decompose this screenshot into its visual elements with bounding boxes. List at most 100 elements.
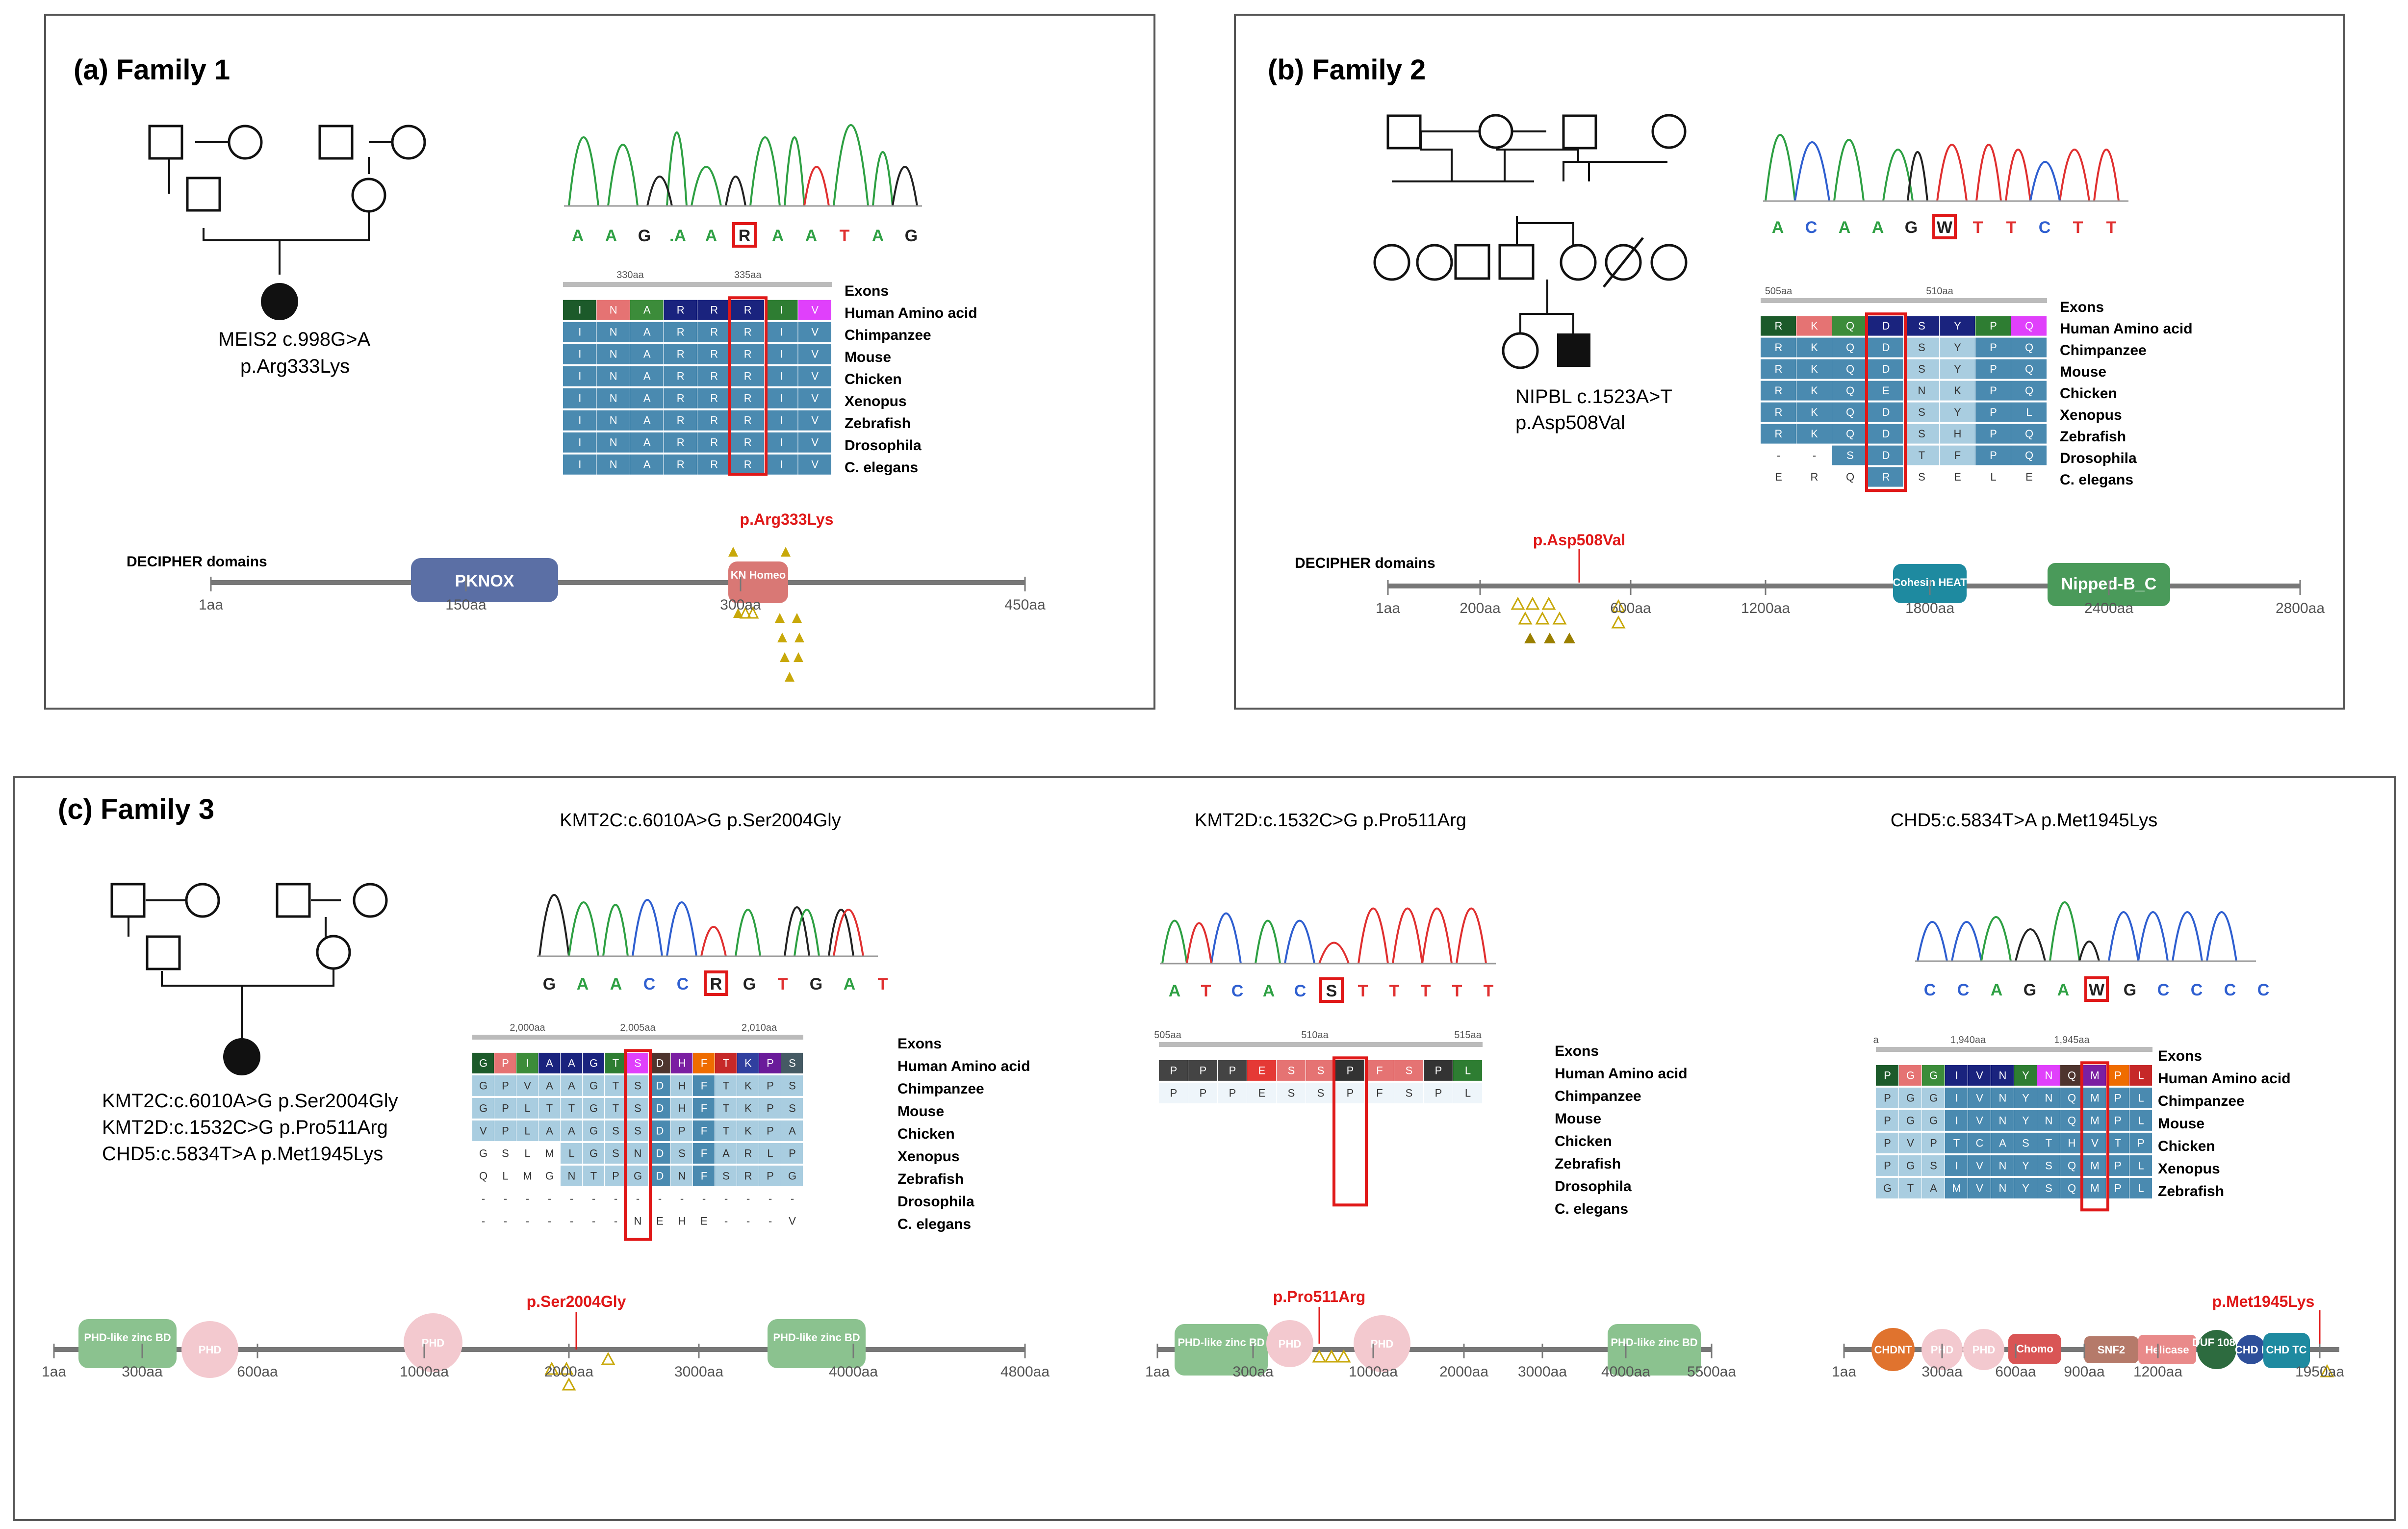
- base-call: T: [2006, 218, 2017, 237]
- aa-letter: S: [2022, 1137, 2029, 1149]
- aa-cell: [2129, 1132, 2152, 1153]
- aa-cell: [1940, 445, 1975, 465]
- alignment-chd5: a 1,940aa 1,945aa Exons Human Amino acid Chim…: [1873, 1035, 2291, 1212]
- aa-cell: [1945, 1132, 1968, 1153]
- aa-cell: [1188, 1082, 1217, 1103]
- aa-cell: [1940, 467, 1975, 487]
- domain-phd-like-1: [78, 1319, 177, 1368]
- domain-phd-like-2: [1608, 1324, 1701, 1376]
- aa-cell: [1394, 1082, 1423, 1103]
- aa-cell: [715, 1075, 737, 1096]
- aa-letter: G: [479, 1147, 487, 1159]
- aa-cell: [1453, 1082, 1482, 1103]
- aa-letter: N: [568, 1170, 576, 1182]
- aa-letter: R: [744, 459, 752, 471]
- aa-cell: [1832, 424, 1868, 444]
- aa-cell: [715, 1120, 737, 1141]
- mutation-label-kmt2d: p.Pro511Arg: [1273, 1288, 1366, 1305]
- base-call: G: [905, 227, 918, 245]
- aa-cell: [1277, 1060, 1306, 1081]
- aa-cell: [765, 322, 798, 342]
- aa-letter: T: [723, 1079, 729, 1092]
- aa-letter: D: [1882, 428, 1890, 440]
- aa-letter: G: [1906, 1069, 1915, 1081]
- aa-letter: E: [700, 1215, 708, 1227]
- aa-cell: [649, 1120, 670, 1141]
- aa-letter: A: [643, 326, 651, 338]
- aa-letter: Y: [2022, 1092, 2029, 1104]
- aa-letter: R: [710, 326, 718, 338]
- aa-letter: D: [656, 1170, 664, 1182]
- aa-letter: P: [678, 1124, 686, 1137]
- aa-letter: Y: [2022, 1114, 2029, 1126]
- species-label: Human Amino acid: [2158, 1070, 2291, 1087]
- aa-letter: A: [1930, 1182, 1937, 1194]
- aa-cell: [697, 366, 731, 386]
- aa-cell: [1922, 1087, 1945, 1108]
- aa-letter: S: [1918, 341, 1925, 354]
- aa-cell: [1868, 424, 1903, 444]
- aa-letter: G: [589, 1102, 598, 1114]
- alignment-b: 505aa 510aa Exons Human Amino acid Chimpanze…: [1761, 286, 2193, 492]
- aa-letter: L: [568, 1147, 574, 1159]
- aa-letter: G: [788, 1170, 796, 1182]
- aa-letter: H: [678, 1215, 686, 1227]
- aa-cell: [798, 366, 831, 386]
- aa-cell: [2060, 1177, 2083, 1198]
- aa-cell: [2037, 1177, 2060, 1198]
- base-call: C: [2224, 981, 2236, 999]
- domain-kn-homeo-label: KN Homeo: [731, 569, 786, 581]
- aa-letter: L: [2138, 1114, 2144, 1126]
- species-label: Exons: [897, 1036, 942, 1052]
- aa-cell: [765, 366, 798, 386]
- species-label: Zebrafish: [845, 415, 911, 432]
- aa-cell: [781, 1188, 803, 1209]
- species-label: Chicken: [1555, 1133, 1612, 1149]
- aa-letter: N: [610, 414, 617, 427]
- domain-phd: [181, 1321, 238, 1378]
- aa-cell: [1796, 402, 1832, 422]
- aa-letter: S: [634, 1057, 641, 1069]
- aa-cell: [583, 1097, 604, 1119]
- aa-letter: N: [2045, 1092, 2053, 1104]
- species-label: Chimpanzee: [1555, 1088, 1641, 1104]
- aa-cell: [798, 410, 831, 431]
- aa-letter: -: [769, 1192, 772, 1204]
- aa-letter: T: [723, 1102, 729, 1114]
- aa-cell: [605, 1120, 626, 1141]
- aa-cell: [1796, 424, 1832, 444]
- aa-letter: -: [526, 1215, 529, 1227]
- aa-letter: Q: [2068, 1069, 2076, 1081]
- aa-cell: [494, 1120, 516, 1141]
- aa-cell: [605, 1210, 626, 1231]
- aa-cell: [494, 1165, 516, 1186]
- variant-b-line1: NIPBL c.1523A>T: [1515, 386, 1672, 408]
- aa-letter: F: [701, 1147, 707, 1159]
- species-label: Exons: [2060, 299, 2104, 315]
- aa-letter: E: [1882, 384, 1890, 397]
- aa-letter: F: [701, 1057, 707, 1069]
- aa-letter: P: [1884, 1137, 1891, 1149]
- aa-letter: -: [548, 1192, 551, 1204]
- aa-letter: L: [1465, 1064, 1471, 1076]
- aa-cell: [798, 432, 831, 453]
- ruler-label: 2,000aa: [510, 1022, 545, 1033]
- variant-triangles-filled-b: [1524, 633, 1575, 643]
- position-label: 1200aa: [1741, 600, 1790, 616]
- aa-cell: [1904, 381, 1939, 401]
- species-label: Exons: [2158, 1048, 2202, 1064]
- domain-label: PHD: [199, 1344, 221, 1356]
- aa-letter: P: [1990, 428, 1997, 440]
- aa-cell: [697, 322, 731, 342]
- aa-cell: [765, 344, 798, 364]
- aa-letter: Q: [479, 1170, 487, 1182]
- aa-cell: [1940, 424, 1975, 444]
- aa-cell: [731, 322, 764, 342]
- position-label: 1800aa: [1905, 600, 1954, 616]
- base-call: W: [2089, 981, 2105, 999]
- pedigree-female: [1560, 244, 1597, 281]
- aa-cell: [1991, 1132, 2014, 1153]
- aa-cell: [2083, 1087, 2106, 1108]
- aa-letter: S: [1406, 1087, 1413, 1099]
